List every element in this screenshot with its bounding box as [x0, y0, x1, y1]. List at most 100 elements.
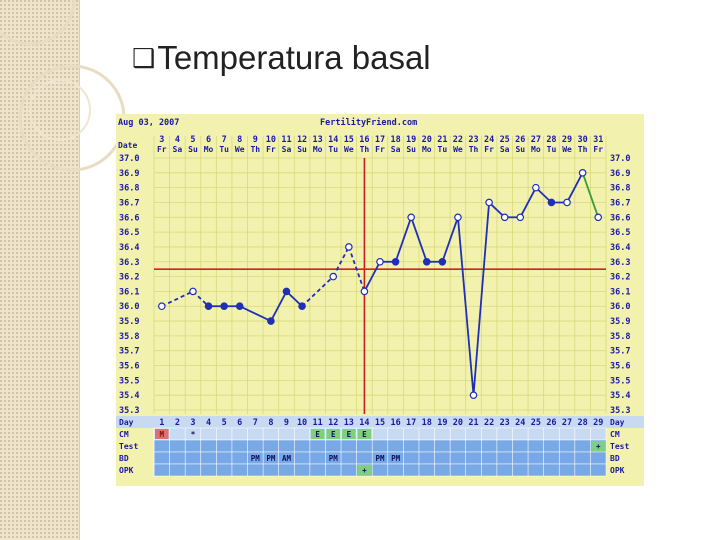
row-cell-value: E	[347, 430, 352, 439]
day-number: 14	[359, 418, 369, 428]
y-tick-label-left: 36.4	[119, 243, 139, 253]
day-row-label-right: Day	[610, 418, 625, 427]
weekday-label: Tu	[328, 145, 338, 154]
weekday-label: Sa	[282, 145, 292, 154]
temp-point	[267, 317, 275, 325]
slide-title-text: Temperatura basal	[157, 39, 431, 76]
row-cell-fill	[155, 429, 169, 439]
date-number: 7	[222, 135, 227, 145]
y-tick-label-right: 35.3	[610, 406, 630, 416]
y-tick-label-right: 36.0	[610, 302, 630, 312]
date-number: 12	[297, 135, 307, 145]
slide-side-divider	[79, 0, 80, 540]
weekday-label: Mo	[531, 145, 541, 154]
temp-point	[391, 257, 400, 266]
y-tick-label-left: 36.3	[119, 258, 139, 268]
weekday-label: We	[344, 145, 354, 154]
day-number: 21	[468, 418, 478, 428]
weekday-label: We	[562, 145, 572, 154]
weekday-label: Tu	[438, 145, 448, 154]
chart-date-label: Aug 03, 2007	[118, 118, 179, 128]
temp-point	[422, 257, 431, 266]
row-cell-value: M	[160, 430, 165, 439]
row-cell-value: E	[362, 430, 367, 439]
weekday-label: Fr	[375, 145, 385, 154]
row-cell-value: PM	[266, 454, 276, 463]
date-number: 6	[206, 135, 211, 145]
temp-line-segment	[161, 290, 194, 308]
date-number: 22	[453, 135, 463, 145]
weekday-label: Su	[406, 145, 416, 154]
weekday-label: We	[453, 145, 463, 154]
day-number: 16	[390, 418, 400, 428]
date-row-label: Date	[118, 141, 137, 150]
weekday-label: Th	[360, 145, 370, 154]
row-label-right: BD	[610, 454, 620, 463]
temp-point	[298, 302, 306, 311]
weekday-label: Fr	[157, 145, 167, 154]
temp-line-segment	[270, 290, 288, 322]
weekday-label: Sa	[500, 145, 510, 154]
weekday-label: Th	[578, 145, 588, 154]
day-number: 26	[546, 418, 556, 428]
row-cell-fill	[357, 465, 372, 475]
weekday-label: Th	[469, 145, 479, 154]
temp-point	[235, 302, 244, 311]
y-tick-label-left: 35.6	[119, 362, 139, 372]
temp-point	[594, 213, 603, 222]
temp-point	[329, 272, 338, 281]
weekday-label: Fr	[484, 145, 494, 154]
temp-line-segment	[441, 216, 459, 263]
weekday-label: Su	[515, 145, 525, 154]
date-number: 14	[328, 135, 338, 145]
y-tick-label-right: 35.6	[610, 362, 630, 372]
date-number: 27	[531, 135, 541, 145]
temp-line-segment	[519, 187, 537, 218]
temp-line-segment	[410, 216, 428, 263]
date-number: 8	[237, 135, 242, 145]
day-number: 24	[515, 418, 525, 428]
day-number: 22	[484, 418, 494, 428]
y-tick-label-left: 36.8	[119, 184, 139, 194]
date-number: 23	[468, 135, 478, 145]
date-number: 25	[500, 135, 510, 145]
date-number: 24	[484, 135, 494, 145]
weekday-label: Mo	[313, 145, 323, 154]
weekday-label: Su	[297, 145, 307, 154]
row-label: OPK	[119, 466, 134, 475]
y-tick-label-right: 35.5	[610, 376, 630, 386]
row-bg	[153, 463, 607, 477]
y-tick-label-right: 37.0	[610, 154, 630, 164]
weekday-label: We	[235, 145, 245, 154]
y-tick-label-left: 36.2	[119, 273, 139, 283]
y-tick-label-right: 35.4	[610, 391, 630, 401]
bbt-chart-svg: Aug 03, 2007 FertilityFriend.com Date 37.0 3…	[116, 114, 644, 486]
day-row-bg	[116, 416, 644, 428]
y-tick-label-right: 36.8	[610, 184, 630, 194]
temp-line-segment	[301, 275, 334, 307]
y-tick-label-left: 35.9	[119, 317, 139, 327]
y-tick-label-right: 36.4	[610, 243, 630, 253]
y-tick-label-right: 35.7	[610, 347, 630, 357]
row-bg	[153, 427, 607, 441]
row-cell-fill	[591, 441, 605, 451]
row-label: CM	[119, 430, 129, 439]
temp-point	[532, 183, 540, 192]
day-number: 25	[531, 418, 541, 428]
temp-point	[157, 302, 166, 311]
date-number: 15	[344, 135, 354, 145]
weekday-label: Sa	[391, 145, 401, 154]
temp-line-segment	[566, 172, 584, 203]
y-tick-label-left: 36.5	[119, 228, 139, 238]
day-number: 23	[500, 418, 510, 428]
y-tick-label-left: 35.7	[119, 347, 139, 357]
row-cell-value: PM	[251, 454, 261, 463]
temp-point	[438, 257, 447, 266]
row-cell-fill	[326, 429, 341, 439]
row-cell-value: PM	[391, 454, 401, 463]
weekday-label: Th	[250, 145, 260, 154]
temp-point	[407, 213, 415, 222]
day-number: 19	[437, 418, 447, 428]
row-cell-fill	[310, 429, 325, 439]
row-label: Test	[119, 442, 138, 451]
